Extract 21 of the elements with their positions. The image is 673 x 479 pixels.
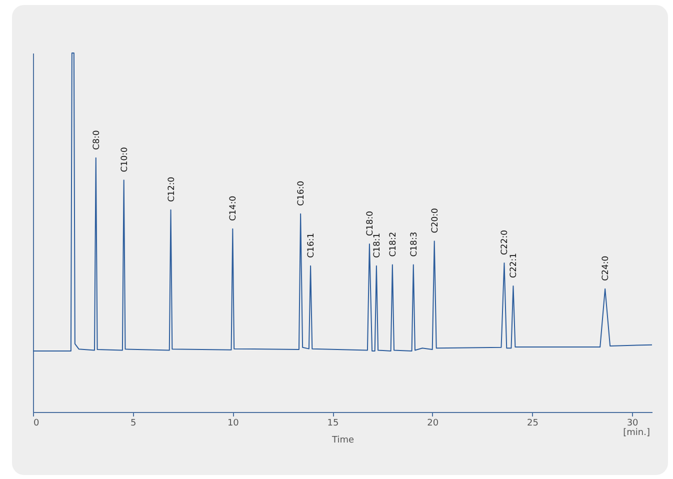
- text: [min.]: [623, 428, 650, 438]
- x-tick-label: 5: [130, 418, 136, 428]
- annotation: C12:0: [166, 176, 177, 202]
- x-tick-label: 30: [626, 418, 639, 428]
- x-tick-label: 15: [327, 418, 339, 428]
- annotation: C16:1: [306, 232, 317, 258]
- annotation: C16:0: [296, 180, 307, 206]
- annotation: C10:0: [120, 147, 130, 172]
- x-tick-label: 10: [227, 418, 240, 428]
- annotation: C22:0: [500, 230, 510, 256]
- annotation: C8:0: [92, 130, 102, 150]
- annotation: C14:0: [228, 196, 239, 221]
- annotation: C20:0: [430, 208, 440, 234]
- annotation: C18:3: [409, 232, 420, 257]
- annotation: C18:2: [388, 232, 398, 257]
- x-tick-label: 20: [427, 418, 439, 428]
- x-tick-label: 25: [526, 418, 538, 428]
- annotation: C22:1: [509, 252, 520, 278]
- x-tick-label: 0: [34, 418, 40, 428]
- annotation: C24:0: [601, 256, 612, 281]
- x-axis-title: Time: [330, 436, 354, 446]
